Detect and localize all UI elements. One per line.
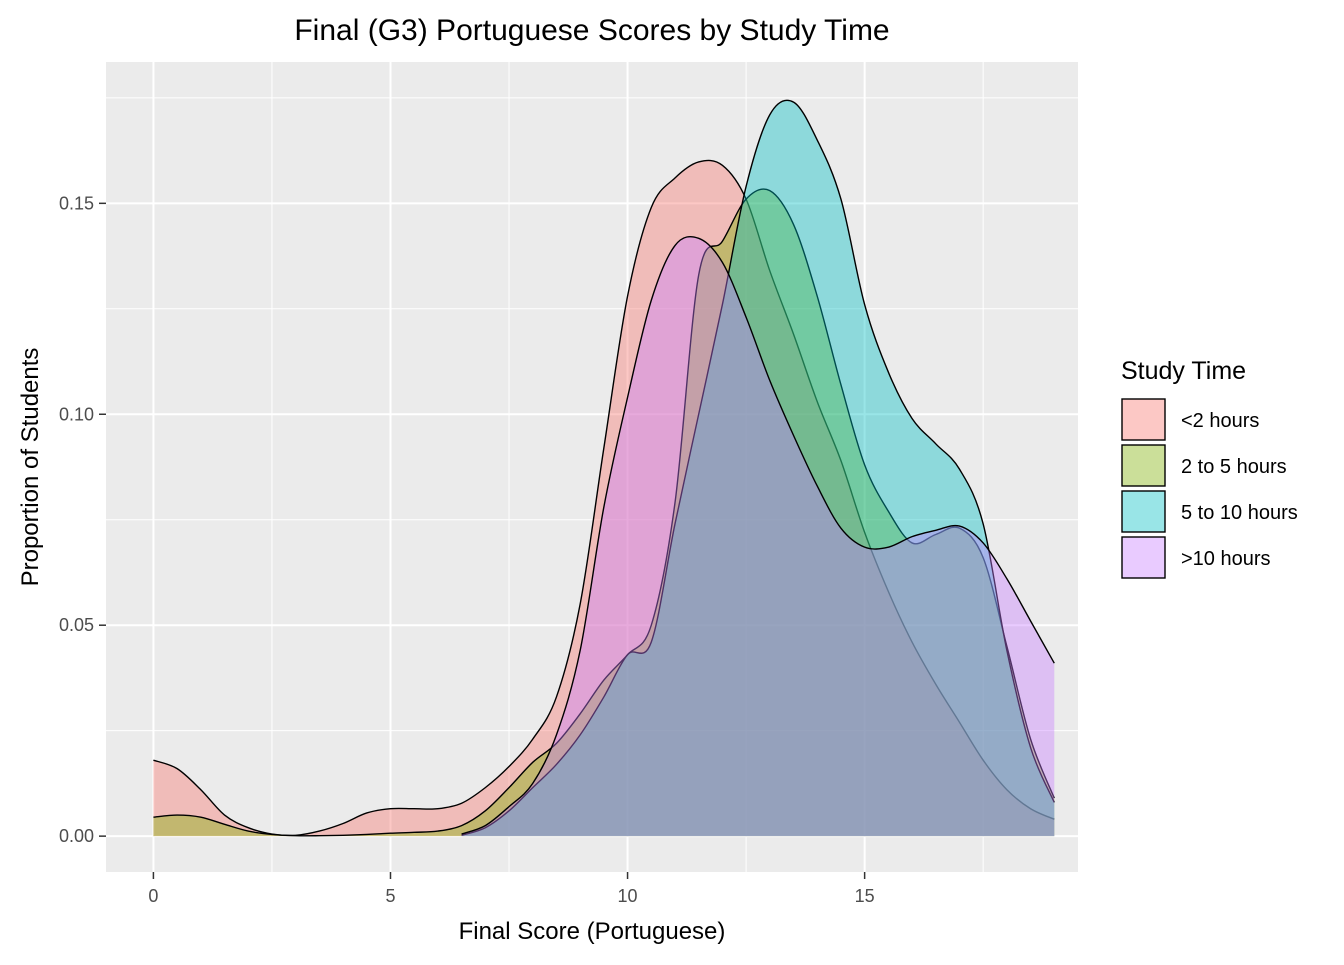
x-tick-label: 15 (855, 886, 875, 906)
legend: Study Time <2 hours 2 to 5 hours 5 to 10 h… (1121, 357, 1298, 579)
y-tick-label: 0.00 (59, 826, 94, 846)
density-area-series-1 (153, 160, 1055, 837)
legend-key-background (1122, 537, 1165, 578)
x-axis-ticks: 0 5 10 15 (148, 872, 875, 906)
legend-label: <2 hours (1181, 410, 1259, 432)
legend-label: 5 to 10 hours (1181, 502, 1298, 524)
density-outline-series-1 (153, 159, 1055, 837)
legend-key-background (1122, 445, 1165, 486)
legend-key-swatch (1121, 536, 1166, 579)
y-axis-ticks: 0.00 0.05 0.10 0.15 (59, 193, 106, 846)
density-area-series-4 (461, 236, 1055, 837)
minor-gridlines (106, 62, 1078, 872)
legend-key-background (1122, 491, 1165, 532)
legend-label: >10 hours (1181, 548, 1271, 570)
legend-title: Study Time (1121, 357, 1246, 385)
legend-label: 2 to 5 hours (1181, 456, 1287, 478)
major-gridlines (106, 62, 1078, 872)
y-axis-title: Proportion of Students (17, 348, 44, 587)
legend-key-swatch (1121, 444, 1166, 487)
x-tick-label: 5 (385, 886, 395, 906)
density-outline-series-3 (461, 99, 1055, 836)
legend-key-background (1122, 399, 1165, 440)
density-area-series-2 (153, 189, 1055, 837)
x-tick-label: 0 (148, 886, 158, 906)
x-tick-label: 10 (618, 886, 638, 906)
density-outline-series-4 (461, 235, 1055, 835)
plot-panel (106, 62, 1078, 872)
density-area-series-3 (461, 100, 1055, 837)
y-tick-label: 0.10 (59, 404, 94, 424)
legend-key-swatch (1121, 490, 1166, 533)
legend-key-swatch (1121, 398, 1166, 441)
y-tick-label: 0.15 (59, 193, 94, 213)
density-areas (153, 99, 1055, 837)
y-tick-label: 0.05 (59, 615, 94, 635)
x-axis-title: Final Score (Portuguese) (459, 918, 726, 945)
chart-title: Final (G3) Portuguese Scores by Study Ti… (294, 14, 889, 47)
